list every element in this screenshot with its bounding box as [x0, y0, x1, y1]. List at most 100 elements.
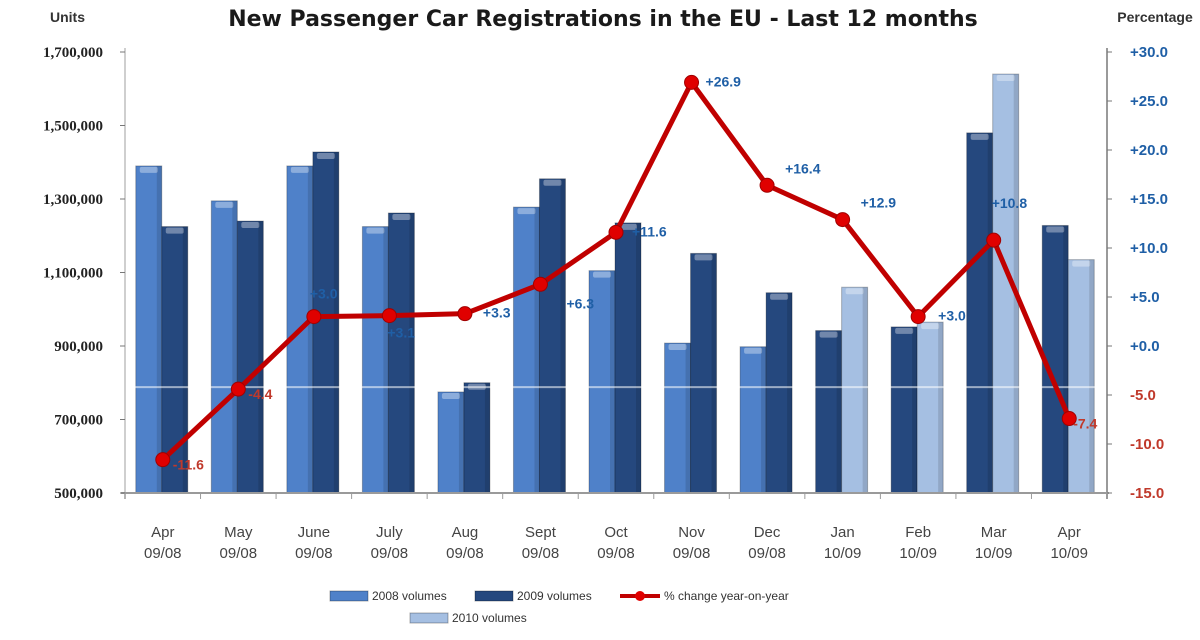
left-tick-label: 1,500,000 — [43, 119, 103, 135]
bar-cap-highlight — [1072, 260, 1091, 267]
bar-2009-volumes — [765, 292, 793, 494]
x-tick-label-month: Sept — [525, 524, 557, 541]
x-tick-label-month: May — [224, 524, 253, 541]
legend-marker-swatch — [635, 591, 645, 601]
legend-label: % change year-on-year — [664, 589, 789, 603]
bar-cap-highlight — [619, 223, 637, 230]
x-tick-label-month: Feb — [905, 524, 931, 541]
percent-change-data-label: +26.9 — [706, 73, 742, 89]
bar-shade — [409, 212, 415, 493]
x-tick-label-month: Aug — [452, 524, 479, 541]
bar-shade — [458, 391, 464, 493]
bar-shade — [560, 178, 566, 493]
bar-shade — [534, 207, 540, 493]
x-tick-label-month: Oct — [604, 524, 628, 541]
bar-shade — [484, 382, 490, 493]
percent-change-data-label: +3.3 — [483, 305, 511, 321]
bar-shade — [636, 222, 641, 493]
left-tick-label: 500,000 — [54, 486, 103, 502]
x-tick-label-month: June — [298, 524, 331, 541]
bar-shade — [938, 322, 944, 493]
right-tick-label: +0.0 — [1130, 338, 1160, 355]
percent-change-data-label: +10.8 — [992, 195, 1028, 211]
bar-cap-highlight — [139, 166, 158, 173]
chart-title: New Passenger Car Registrations in the E… — [228, 7, 978, 32]
bar-2009-volumes — [614, 222, 642, 494]
bar-cap-highlight — [970, 133, 989, 140]
percent-change-marker — [230, 381, 246, 397]
bar-2010-volumes — [916, 321, 944, 494]
legend-swatch — [329, 590, 369, 602]
percent-change-marker — [986, 232, 1002, 248]
bar-cap-highlight — [215, 201, 234, 208]
x-tick-label-period: 10/09 — [824, 545, 862, 562]
legend-label: 2010 volumes — [452, 611, 527, 625]
percent-change-data-label: +12.9 — [861, 195, 897, 211]
bar-shade — [232, 200, 238, 493]
legend-item: % change year-on-year — [620, 589, 789, 603]
x-tick-label-period: 09/08 — [673, 545, 711, 562]
bar-cap-highlight — [744, 347, 763, 354]
right-tick-label: +25.0 — [1130, 93, 1168, 110]
left-tick-label: 1,300,000 — [43, 192, 103, 208]
bar-2009-volumes — [538, 178, 566, 494]
x-tick-label-period: 10/09 — [1050, 545, 1088, 562]
percent-change-data-label: +6.3 — [566, 295, 594, 311]
bar-cap-highlight — [165, 227, 184, 234]
bar-shade — [685, 343, 691, 493]
percent-change-marker — [381, 308, 397, 324]
bar-2008-volumes — [210, 200, 238, 494]
bar-shade — [912, 326, 918, 493]
axes-layer: 500,000 700,000 900,000 1,100,000 1,300,000 1… — [43, 44, 1168, 562]
percent-change-data-label: +11.6 — [632, 223, 667, 239]
legend-swatch — [409, 612, 449, 624]
bar-cap-highlight — [668, 344, 687, 351]
bar-shade — [307, 165, 313, 494]
left-tick-label: 900,000 — [54, 339, 103, 355]
bar-2009-volumes — [815, 330, 843, 494]
legend: 2008 volumes 2009 volumes % change year-on… — [329, 589, 789, 625]
right-axis-label: Percentage — [1117, 9, 1193, 25]
percent-change-marker — [1061, 411, 1077, 427]
legend-item: 2010 volumes — [409, 611, 527, 625]
bar-cap-highlight — [366, 227, 385, 234]
bar-cap-highlight — [392, 213, 411, 220]
bar-shade — [182, 226, 188, 493]
bar-cap-highlight — [770, 293, 789, 300]
percent-change-data-label: +3.1 — [387, 325, 415, 341]
percent-change-marker — [306, 309, 322, 325]
right-tick-label: +30.0 — [1130, 44, 1168, 61]
percent-change-marker — [155, 452, 171, 468]
bar-2009-volumes — [463, 382, 491, 494]
bar-cap-highlight — [441, 392, 460, 399]
bar-shade — [333, 151, 339, 493]
right-tick-label: -5.0 — [1130, 387, 1156, 404]
x-tick-label-period: 09/08 — [748, 545, 786, 562]
bar-shade — [987, 132, 993, 493]
legend-swatch — [474, 590, 514, 602]
percent-change-data-label: +16.4 — [785, 160, 821, 176]
bar-shade — [610, 270, 615, 493]
bar-2009-volumes — [236, 220, 264, 494]
right-tick-label: -10.0 — [1130, 436, 1164, 453]
x-tick-label-month: Apr — [151, 524, 174, 541]
bar-2008-volumes — [512, 206, 540, 494]
x-tick-label-period: 09/08 — [446, 545, 484, 562]
percent-change-marker — [910, 309, 926, 325]
x-tick-label-period: 10/09 — [975, 545, 1013, 562]
bar-shade — [862, 287, 868, 493]
percent-change-data-label: -11.6 — [173, 457, 204, 473]
right-tick-label: +15.0 — [1130, 191, 1168, 208]
bar-cap-highlight — [241, 222, 260, 229]
legend-item: 2009 volumes — [474, 589, 592, 603]
left-tick-label: 700,000 — [54, 413, 103, 429]
bar-cap-highlight — [694, 254, 713, 261]
percent-change-marker — [532, 276, 548, 292]
bar-cap-highlight — [819, 331, 838, 338]
x-tick-label-period: 09/08 — [597, 545, 635, 562]
percent-change-data-label: -7.4 — [1073, 416, 1097, 432]
percent-change-marker — [835, 212, 851, 228]
right-tick-label: +10.0 — [1130, 240, 1168, 257]
x-tick-label-period: 09/08 — [295, 545, 333, 562]
bar-shade — [383, 226, 389, 493]
